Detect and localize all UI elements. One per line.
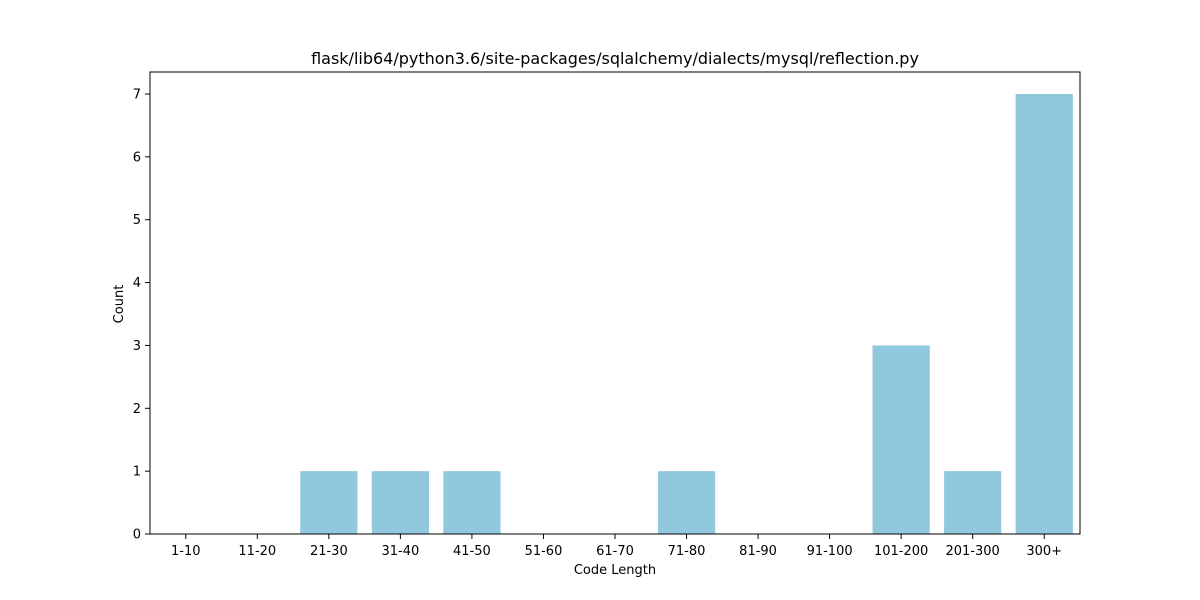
y-tick-label-7: 7: [133, 88, 141, 103]
bar-41-50: [443, 471, 501, 534]
x-tick-label-91-100: 91-100: [807, 544, 853, 559]
y-tick-label-0: 0: [133, 528, 141, 543]
y-axis-label: Count: [112, 285, 127, 324]
bar-201-300: [944, 471, 1002, 534]
bar-21-30: [300, 471, 358, 534]
x-axis-label: Code Length: [574, 563, 656, 578]
x-tick-label-21-30: 21-30: [310, 544, 348, 559]
y-axis-ticks: 0 1 2 3 4 5 6 7: [133, 88, 150, 543]
x-tick-label-201-300: 201-300: [946, 544, 1000, 559]
x-tick-label-31-40: 31-40: [381, 544, 419, 559]
x-tick-label-81-90: 81-90: [739, 544, 777, 559]
x-tick-label-41-50: 41-50: [453, 544, 491, 559]
y-tick-label-3: 3: [133, 339, 141, 354]
y-tick-label-1: 1: [133, 465, 141, 480]
y-tick-label-6: 6: [133, 150, 141, 165]
bar-101-200: [872, 345, 930, 534]
bar-31-40: [371, 471, 429, 534]
y-tick-label-4: 4: [133, 276, 141, 291]
axes-layer: [149, 71, 1081, 535]
x-tick-label-300+: 300+: [1026, 544, 1062, 559]
bar-300+: [1015, 94, 1073, 534]
y-tick-label-5: 5: [133, 213, 141, 228]
x-tick-label-71-80: 71-80: [668, 544, 706, 559]
chart-title: flask/lib64/python3.6/site-packages/sqla…: [311, 49, 919, 68]
x-tick-label-101-200: 101-200: [874, 544, 928, 559]
x-tick-label-51-60: 51-60: [525, 544, 563, 559]
x-tick-label-61-70: 61-70: [596, 544, 634, 559]
y-tick-label-2: 2: [133, 402, 141, 417]
bars-layer: [300, 94, 1073, 534]
x-axis-ticks: 1-10 11-20 21-30 31-40 41-50 51-60 61-70 71-80 8…: [171, 534, 1062, 559]
plot-frame: [149, 71, 1081, 535]
bar-71-80: [657, 471, 716, 534]
x-tick-label-1-10: 1-10: [171, 544, 201, 559]
x-tick-label-11-20: 11-20: [238, 544, 276, 559]
